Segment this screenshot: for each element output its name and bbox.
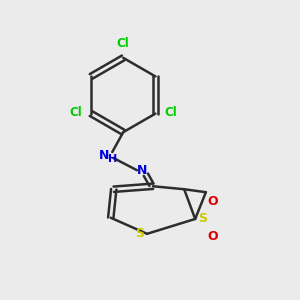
Text: S: S — [135, 227, 144, 240]
Text: N: N — [137, 164, 147, 177]
Text: Cl: Cl — [117, 37, 130, 50]
Text: H: H — [108, 154, 118, 164]
Text: Cl: Cl — [70, 106, 83, 118]
Text: S: S — [198, 212, 207, 226]
Text: O: O — [207, 230, 218, 243]
Text: N: N — [99, 149, 109, 162]
Text: O: O — [207, 195, 218, 208]
Text: Cl: Cl — [164, 106, 177, 118]
